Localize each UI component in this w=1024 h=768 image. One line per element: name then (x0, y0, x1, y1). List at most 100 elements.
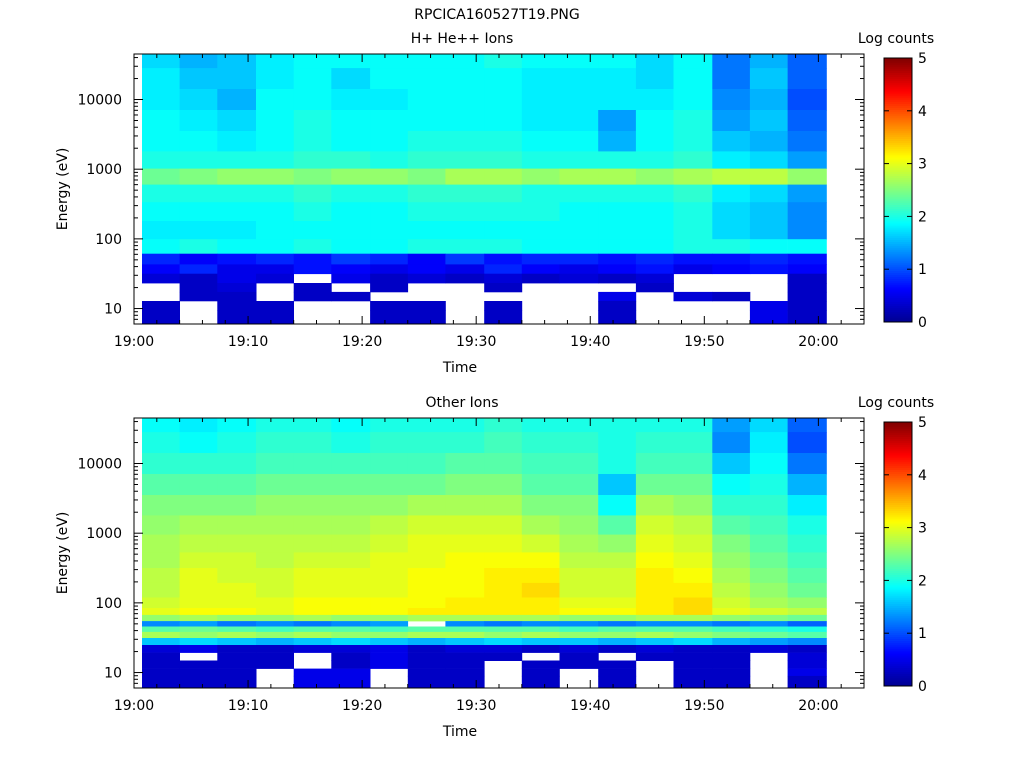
heatmap-cell (787, 291, 827, 302)
heatmap-cell (559, 221, 599, 240)
heatmap-cell (521, 582, 560, 598)
heatmap-cell (598, 432, 637, 454)
heatmap-cell (559, 264, 599, 275)
heatmap-cell (293, 291, 332, 302)
heatmap-cell (484, 568, 523, 584)
colorbar-segment (884, 105, 912, 108)
heatmap-cell (521, 202, 560, 222)
colorbar-segment (884, 169, 912, 172)
colorbar-segment (884, 455, 912, 458)
heatmap-cell (142, 568, 180, 584)
heatmap-cell (484, 495, 523, 516)
heatmap-cell (673, 597, 713, 609)
heatmap-cell (217, 626, 257, 633)
heatmap-cells (142, 54, 827, 325)
heatmap-cell (256, 660, 294, 669)
heatmap-cell (407, 495, 446, 516)
heatmap-cell (712, 168, 751, 186)
heatmap-cell (559, 638, 599, 646)
colorbar-segment (884, 202, 912, 205)
heatmap-cell (787, 631, 827, 639)
heatmap-cell (598, 495, 637, 516)
colorbar-segment (884, 62, 912, 65)
x-tick-label: 19:10 (228, 334, 268, 350)
heatmap-cell (445, 552, 485, 569)
colorbar-segment (884, 613, 912, 617)
heatmap-cell (635, 515, 674, 536)
heatmap-cell (142, 638, 180, 646)
heatmap-cell (256, 552, 294, 569)
colorbar-segment (884, 469, 912, 472)
heatmap-cell (712, 495, 751, 516)
colorbar-segment (884, 576, 912, 580)
colorbar-tick-label: 0 (918, 315, 927, 331)
heatmap-cell (142, 608, 180, 616)
heatmap-cell (217, 614, 257, 622)
heatmap-cell (370, 453, 409, 475)
heatmap-cell (712, 621, 751, 627)
heatmap-cell (673, 608, 713, 616)
heatmap-cell (179, 110, 218, 132)
heatmap-cell (749, 614, 788, 622)
heatmap-cell (293, 675, 332, 689)
heatmap-cell (256, 202, 294, 222)
colorbar-segment (884, 80, 912, 84)
heatmap-cell (521, 151, 560, 169)
heatmap-cell (787, 675, 827, 689)
colorbar-segment (884, 634, 912, 637)
heatmap-cell (142, 534, 180, 553)
heatmap-cell (217, 291, 257, 302)
heatmap-cell (521, 453, 560, 475)
heatmap-cell (331, 631, 371, 639)
heatmap-cell (370, 54, 409, 69)
heatmap-cell (559, 495, 599, 516)
heatmap-cell (559, 54, 599, 69)
heatmap-cell (484, 151, 523, 169)
colorbar-segment (884, 66, 912, 69)
heatmap-cell (749, 453, 788, 475)
colorbar-segment (884, 237, 912, 240)
heatmap-cell (521, 131, 560, 152)
colorbar-segment (884, 475, 912, 479)
heatmap-cell (331, 652, 371, 661)
heatmap-cell (521, 239, 560, 255)
heatmap-cell (179, 638, 218, 646)
colorbar-segment (884, 434, 912, 437)
heatmap-cell (293, 184, 332, 203)
heatmap-cell (521, 221, 560, 240)
heatmap-cell (370, 614, 409, 622)
colorbar-tick-label: 5 (918, 415, 927, 431)
colorbar-segment (884, 500, 912, 503)
heatmap-cell (673, 645, 713, 653)
heatmap-cell (749, 597, 788, 609)
heatmap-cell (673, 474, 713, 496)
heatmap-cell (484, 221, 523, 240)
heatmap-cell (370, 184, 409, 203)
colorbar-segment (884, 551, 912, 555)
colorbar-segment (884, 630, 912, 633)
colorbar-segment (884, 157, 912, 160)
heatmap-cell (749, 54, 788, 69)
heatmap-cell (142, 552, 180, 569)
heatmap-cell (256, 495, 294, 516)
heatmap-cell (521, 495, 560, 516)
colorbar-segment (884, 126, 912, 129)
colorbar-segment (884, 607, 912, 611)
heatmap-cell (712, 54, 751, 69)
colorbar-segment (884, 677, 912, 681)
colorbar-segment (884, 225, 912, 228)
colorbar-segment (884, 299, 912, 302)
colorbar-segment (884, 494, 912, 497)
heatmap-cell (217, 495, 257, 516)
colorbar-segment (884, 653, 912, 656)
heatmap-cell (559, 652, 599, 661)
heatmap-cell (407, 273, 446, 284)
heatmap-cell (217, 221, 257, 240)
heatmap-cell (598, 597, 637, 609)
heatmap-cell (635, 54, 674, 69)
colorbar-segment (884, 620, 912, 623)
colorbar-segment (884, 562, 912, 565)
heatmap-cell (559, 432, 599, 454)
colorbar-segment (884, 457, 912, 460)
heatmap-cell (407, 645, 446, 653)
